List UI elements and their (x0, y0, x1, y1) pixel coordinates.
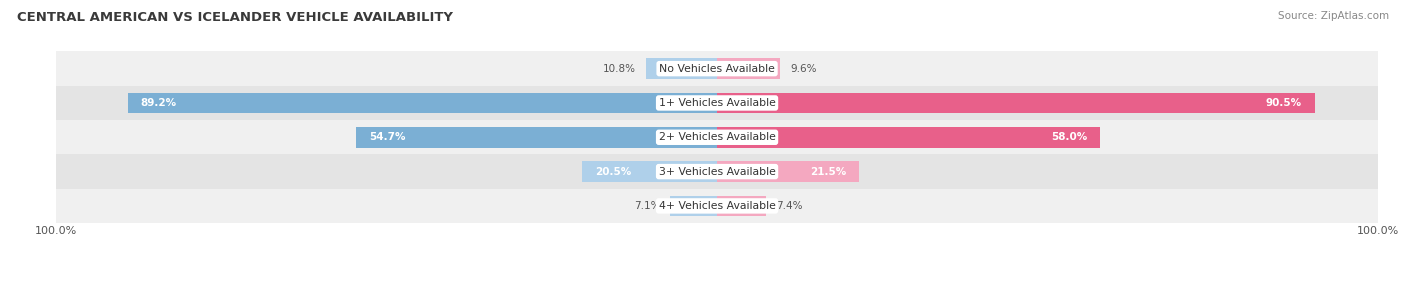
Bar (56, 154, 1378, 189)
Text: 90.5%: 90.5% (1265, 98, 1302, 108)
Bar (56, 189, 1378, 223)
Bar (717, 196, 766, 216)
Bar (645, 58, 717, 79)
Bar (717, 127, 1101, 148)
Text: 3+ Vehicles Available: 3+ Vehicles Available (658, 167, 776, 176)
Text: 2+ Vehicles Available: 2+ Vehicles Available (658, 132, 776, 142)
Bar (582, 161, 717, 182)
Bar (717, 58, 780, 79)
Text: 4+ Vehicles Available: 4+ Vehicles Available (658, 201, 776, 211)
Text: 7.4%: 7.4% (776, 201, 803, 211)
Text: 20.5%: 20.5% (595, 167, 631, 176)
Bar (56, 86, 1378, 120)
Text: No Vehicles Available: No Vehicles Available (659, 64, 775, 74)
Text: 1+ Vehicles Available: 1+ Vehicles Available (658, 98, 776, 108)
Text: 10.8%: 10.8% (603, 64, 636, 74)
Bar (671, 196, 717, 216)
Text: 9.6%: 9.6% (790, 64, 817, 74)
Bar (356, 127, 717, 148)
Text: CENTRAL AMERICAN VS ICELANDER VEHICLE AVAILABILITY: CENTRAL AMERICAN VS ICELANDER VEHICLE AV… (17, 11, 453, 24)
Bar (128, 93, 717, 113)
Text: 54.7%: 54.7% (368, 132, 405, 142)
Bar (56, 51, 1378, 86)
Text: Source: ZipAtlas.com: Source: ZipAtlas.com (1278, 11, 1389, 21)
Bar (717, 93, 1315, 113)
Bar (56, 120, 1378, 154)
Text: 7.1%: 7.1% (634, 201, 661, 211)
Text: 21.5%: 21.5% (810, 167, 846, 176)
Text: 58.0%: 58.0% (1050, 132, 1087, 142)
Bar (717, 161, 859, 182)
Text: 89.2%: 89.2% (141, 98, 177, 108)
